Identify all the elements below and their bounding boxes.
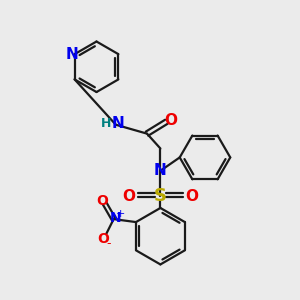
Text: N: N (153, 163, 166, 178)
Text: H: H (101, 117, 112, 130)
Text: S: S (154, 187, 167, 205)
Text: N: N (109, 211, 121, 225)
Text: O: O (96, 194, 108, 208)
Text: O: O (123, 189, 136, 204)
Text: O: O (185, 189, 198, 204)
Text: N: N (112, 116, 124, 131)
Text: N: N (66, 46, 79, 62)
Text: O: O (165, 113, 178, 128)
Text: +: + (116, 209, 125, 219)
Text: O: O (97, 232, 109, 246)
Text: -: - (106, 237, 111, 250)
